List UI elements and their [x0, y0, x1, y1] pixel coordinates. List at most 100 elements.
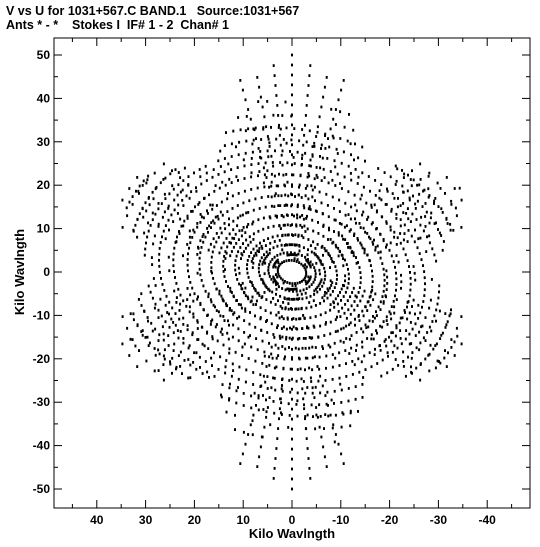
chart-title: V vs U for 1031+567.C BAND.1 Source:1031…: [6, 4, 300, 18]
uv-point: [232, 219, 235, 223]
uv-point: [248, 199, 251, 203]
uv-point: [217, 368, 220, 371]
uv-point: [411, 371, 413, 375]
uv-point: [318, 425, 321, 429]
uv-point: [218, 289, 221, 293]
uv-point: [353, 193, 356, 197]
uv-point: [150, 256, 153, 259]
uv-point: [391, 350, 394, 354]
uv-point: [349, 172, 352, 175]
uv-point: [279, 227, 282, 230]
uv-point: [331, 365, 334, 369]
uv-point: [251, 419, 254, 423]
uv-point: [367, 175, 370, 178]
uv-point: [378, 189, 381, 193]
uv-point: [241, 452, 244, 456]
uv-point: [369, 189, 371, 193]
uv-point: [268, 141, 271, 145]
uv-point: [217, 236, 220, 239]
uv-point: [171, 371, 173, 375]
uv-point: [287, 302, 290, 305]
uv-point: [177, 171, 180, 174]
uv-point: [376, 331, 378, 335]
uv-point: [320, 179, 323, 182]
uv-point: [269, 260, 272, 264]
uv-point: [334, 330, 337, 333]
uv-point: [212, 237, 215, 241]
uv-point: [373, 316, 376, 320]
uv-point: [271, 258, 274, 261]
uv-point: [176, 212, 179, 215]
uv-point: [333, 207, 335, 210]
uv-point: [255, 253, 258, 257]
uv-point: [185, 304, 188, 308]
uv-point: [272, 113, 275, 117]
uv-point: [268, 396, 271, 399]
uv-point: [383, 273, 386, 277]
uv-point: [215, 232, 218, 235]
uv-point: [317, 335, 320, 339]
uv-point: [246, 225, 248, 229]
uv-point: [389, 175, 392, 179]
uv-point: [324, 311, 327, 315]
uv-point: [295, 243, 298, 247]
uv-point: [334, 218, 337, 222]
uv-point: [318, 355, 321, 359]
uv-point: [158, 333, 161, 337]
uv-point: [131, 203, 134, 206]
uv-point: [296, 150, 299, 154]
uv-point: [281, 287, 284, 290]
uv-point: [191, 333, 194, 337]
uv-point: [378, 196, 381, 200]
uv-point: [223, 255, 226, 258]
uv-point: [282, 281, 285, 285]
uv-point: [288, 414, 291, 417]
uv-point: [422, 229, 425, 233]
uv-point: [391, 331, 394, 334]
uv-point: [379, 250, 382, 254]
uv-point: [276, 104, 279, 107]
uv-point: [320, 143, 323, 147]
uv-point: [315, 406, 318, 409]
uv-point: [399, 218, 402, 221]
uv-point: [358, 319, 361, 322]
uv-point: [245, 211, 248, 215]
uv-point: [381, 358, 384, 362]
uv-point: [212, 303, 215, 307]
uv-point: [306, 413, 309, 417]
uv-point: [310, 250, 313, 254]
uv-point: [223, 170, 226, 174]
uv-point: [331, 178, 334, 182]
uv-point: [272, 64, 275, 67]
uv-point: [252, 138, 255, 142]
uv-point: [311, 145, 314, 148]
uv-point: [262, 374, 265, 378]
uv-point: [331, 260, 334, 263]
uv-point: [357, 156, 360, 160]
uv-point: [342, 264, 345, 268]
uv-point: [167, 334, 170, 337]
uv-point: [317, 284, 320, 288]
uv-point: [232, 323, 235, 327]
uv-point: [264, 205, 267, 209]
uv-point: [282, 317, 285, 321]
uv-point: [368, 258, 371, 262]
uv-point: [302, 236, 305, 240]
y-tick-label: -20: [33, 352, 51, 366]
uv-point: [333, 230, 335, 233]
uv-point: [389, 228, 392, 232]
uv-point: [426, 235, 428, 239]
uv-point: [290, 259, 293, 262]
uv-point: [440, 207, 443, 211]
uv-point: [427, 174, 430, 178]
uv-point: [235, 389, 238, 393]
uv-point: [371, 269, 373, 273]
uv-point: [157, 222, 160, 226]
uv-point: [297, 233, 300, 237]
uv-point: [247, 357, 250, 360]
uv-point: [177, 287, 180, 291]
uv-point: [256, 186, 259, 190]
uv-point: [384, 338, 387, 341]
uv-point: [274, 149, 276, 153]
